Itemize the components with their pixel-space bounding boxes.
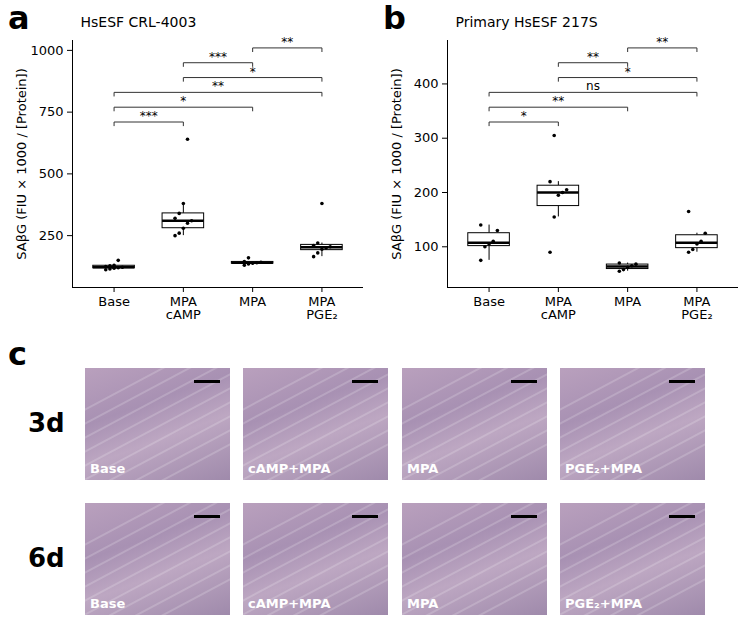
svg-text:400: 400 (414, 76, 439, 91)
svg-text:100: 100 (414, 239, 439, 254)
svg-text:*: * (521, 109, 527, 123)
svg-text:500: 500 (39, 166, 64, 181)
html-text:MPA: MPA (407, 461, 439, 476)
html-text:3d: 3d (28, 408, 65, 438)
svg-text:MPAcAMP: MPAcAMP (541, 294, 576, 322)
svg-text:250: 250 (39, 228, 64, 243)
html-text:Base: Base (90, 596, 126, 611)
svg-text:*: * (180, 94, 186, 108)
svg-text:1000: 1000 (30, 43, 63, 58)
html-text:PGE₂+MPA: PGE₂+MPA (565, 461, 642, 476)
svg-text:Base: Base (473, 294, 505, 309)
html-text:PGE₂+MPA: PGE₂+MPA (565, 596, 642, 611)
svg-text:***: *** (209, 50, 227, 64)
svg-text:ns: ns (586, 79, 600, 93)
svg-text:750: 750 (39, 104, 64, 119)
svg-text:MPAPGE₂: MPAPGE₂ (306, 294, 337, 322)
html-text:cAMP+MPA: cAMP+MPA (248, 461, 331, 476)
svg-text:300: 300 (414, 130, 439, 145)
html-text:a: a (8, 0, 30, 37)
svg-text:**: ** (656, 35, 668, 49)
svg-text:HsESF CRL-4003: HsESF CRL-4003 (81, 14, 197, 30)
html-text:b: b (383, 0, 406, 37)
svg-text:*: * (250, 65, 256, 79)
svg-text:***: *** (140, 109, 158, 123)
svg-text:MPAPGE₂: MPAPGE₂ (681, 294, 712, 322)
svg-text:MPAcAMP: MPAcAMP (166, 294, 201, 322)
html-text:6d: 6d (28, 543, 65, 573)
svg-text:MPA: MPA (239, 294, 266, 309)
html-text:cAMP+MPA: cAMP+MPA (248, 596, 331, 611)
svg-text:*: * (625, 65, 631, 79)
svg-text:Base: Base (98, 294, 130, 309)
svg-text:SAβG (FIU × 1000 / [Protein]): SAβG (FIU × 1000 / [Protein]) (389, 68, 404, 259)
svg-text:SAβG (FIU × 1000 / [Protein]): SAβG (FIU × 1000 / [Protein]) (14, 68, 29, 259)
svg-text:**: ** (552, 94, 564, 108)
html-text:Base: Base (90, 461, 126, 476)
html-text:MPA: MPA (407, 596, 439, 611)
svg-text:**: ** (587, 50, 599, 64)
html-text:c: c (8, 335, 27, 373)
svg-text:Primary HsESF 217S: Primary HsESF 217S (456, 14, 598, 30)
svg-text:**: ** (212, 79, 224, 93)
svg-text:200: 200 (414, 185, 439, 200)
svg-text:**: ** (281, 35, 293, 49)
svg-text:MPA: MPA (614, 294, 641, 309)
